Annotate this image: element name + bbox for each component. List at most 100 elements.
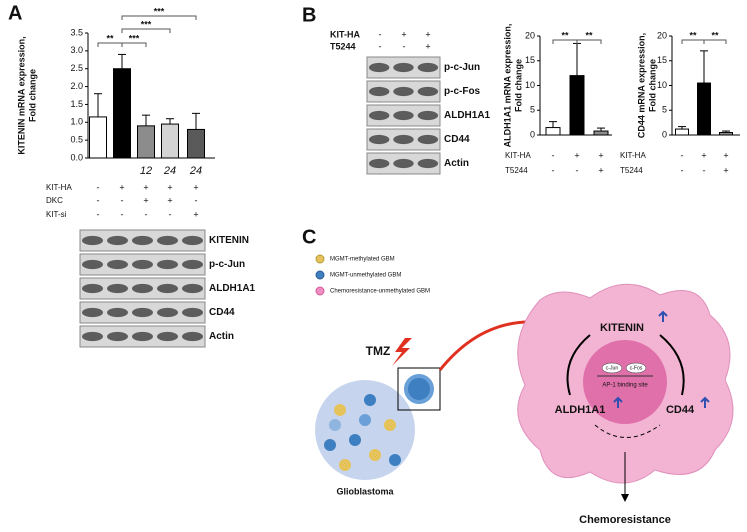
zoom-box	[397, 367, 441, 411]
blot-label: CD44	[209, 307, 235, 318]
arcs	[566, 334, 685, 396]
band	[393, 86, 414, 97]
band	[157, 235, 178, 246]
significance: **	[585, 30, 593, 40]
y-tick-label: 0	[662, 129, 667, 139]
band	[157, 283, 178, 294]
tumor-label: Glioblastoma	[336, 486, 394, 496]
condition-sign: -	[379, 29, 382, 39]
significance: ***	[154, 6, 165, 16]
y-axis-label: Fold change	[27, 69, 37, 122]
band	[82, 307, 103, 318]
condition-sign: -	[552, 150, 555, 160]
condition-sign: +	[701, 150, 706, 160]
condition-sign: +	[193, 182, 198, 192]
band	[132, 283, 153, 294]
node-label: ALDH1A1	[555, 404, 606, 416]
bar	[161, 123, 179, 159]
condition-name: KIT-si	[46, 210, 67, 219]
y-tick-label: 5	[530, 105, 535, 115]
condition-sign: -	[552, 165, 555, 175]
bracket	[576, 39, 602, 44]
drug-label: TMZ	[366, 344, 391, 358]
band	[82, 259, 103, 270]
bar	[719, 132, 733, 136]
bar	[137, 125, 155, 159]
protein	[625, 362, 647, 374]
band	[132, 331, 153, 342]
y-axis-label: KITENIN mRNA expression,	[16, 36, 26, 154]
y-tick-label: 1.0	[70, 117, 83, 127]
band	[132, 259, 153, 270]
arrowhead	[621, 494, 629, 502]
band	[182, 331, 203, 342]
legend-dot	[315, 254, 325, 264]
y-tick-label: 1.5	[70, 99, 83, 109]
blot-label: Actin	[209, 331, 234, 342]
x-tick-label: 24	[189, 165, 202, 177]
blot-label: KITENIN	[209, 235, 249, 246]
band	[107, 283, 128, 294]
condition-sign: +	[425, 41, 430, 51]
band	[157, 259, 178, 270]
band	[368, 158, 390, 169]
condition-sign: -	[97, 182, 100, 192]
bar	[593, 130, 609, 136]
condition-sign: -	[121, 195, 124, 205]
band	[368, 134, 390, 145]
y-tick-label: 3.0	[70, 45, 83, 55]
legend-text: MGMT-unmethylated GBM	[330, 273, 401, 279]
nucleus	[583, 340, 667, 424]
band	[132, 307, 153, 318]
bracket	[121, 28, 171, 33]
hub-label: KITENIN	[600, 322, 644, 334]
bracket	[681, 39, 705, 44]
band	[107, 259, 128, 270]
condition-sign: -	[681, 165, 684, 175]
band	[132, 235, 153, 246]
band	[417, 62, 439, 73]
band	[82, 235, 103, 246]
node-label: CD44	[666, 404, 695, 416]
bar	[187, 128, 205, 159]
condition-sign: -	[97, 209, 100, 219]
condition-name: KIT-HA	[505, 151, 531, 160]
blot-label: Actin	[444, 158, 469, 169]
blot-label: CD44	[444, 134, 470, 145]
band	[82, 331, 103, 342]
legend-text: Chemoresistance-unmethylated GBM	[330, 289, 430, 295]
blot-label: ALDH1A1	[209, 283, 256, 294]
blot-label: p-c-Jun	[444, 62, 480, 73]
condition-name: DKC	[46, 196, 63, 205]
y-tick-label: 0.0	[70, 152, 83, 162]
band	[393, 134, 414, 145]
panel-letter: C	[302, 226, 316, 248]
bracket	[121, 15, 197, 20]
y-tick-label: 2.0	[70, 81, 83, 91]
band	[107, 331, 128, 342]
band	[417, 110, 439, 121]
diagram: MGMT-methylated GBM MGMT-unmethylated GB…	[315, 254, 734, 526]
y-tick-label: 10	[657, 80, 667, 90]
outcome-label: Chemoresistance	[579, 514, 671, 526]
band	[393, 158, 414, 169]
condition-sign: +	[193, 209, 198, 219]
condition-name: KIT-HA	[46, 183, 72, 192]
up-arrows	[613, 310, 710, 408]
condition-sign: +	[119, 182, 124, 192]
bar	[545, 127, 561, 136]
band	[182, 259, 203, 270]
condition-name: KIT-HA	[620, 151, 646, 160]
band	[182, 307, 203, 318]
bar	[569, 75, 585, 136]
condition-sign: -	[681, 150, 684, 160]
condition-sign: -	[145, 209, 148, 219]
y-axis-label: ALDH1A1 mRNA expression,	[502, 24, 512, 148]
y-tick-label: 0.5	[70, 135, 83, 145]
y-axis-label: Fold change	[647, 59, 657, 112]
bar	[675, 128, 689, 136]
condition-sign: +	[167, 182, 172, 192]
site-label: AP-1 binding site	[602, 383, 648, 389]
condition-sign: -	[379, 41, 382, 51]
condition-sign: +	[723, 150, 728, 160]
